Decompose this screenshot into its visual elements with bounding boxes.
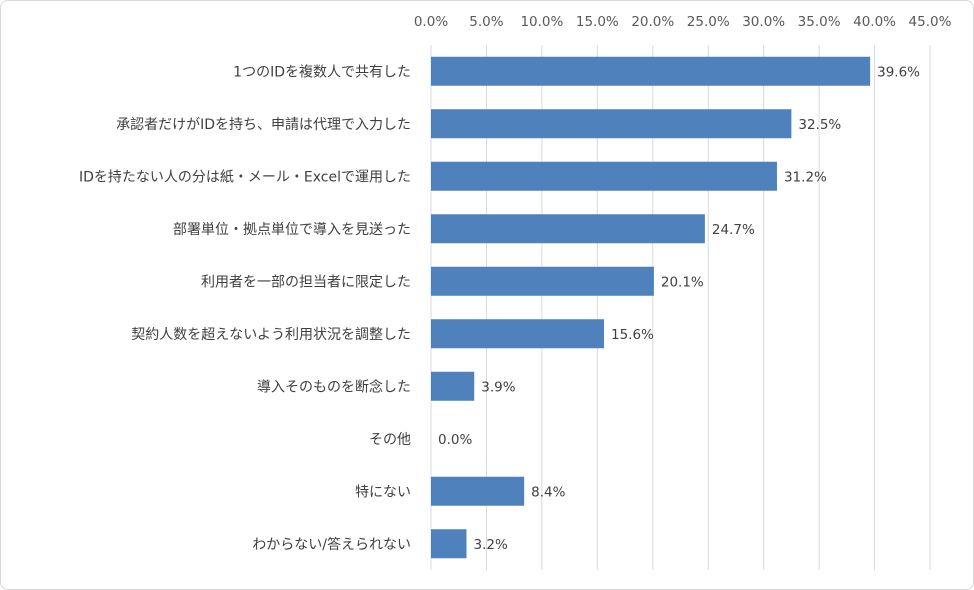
data-label: 3.2% (473, 537, 507, 553)
category-label: 利用者を一部の担当者に限定した (201, 274, 411, 290)
category-label: 導入そのものを断念した (257, 378, 411, 395)
bar (431, 476, 525, 506)
bar (431, 266, 654, 296)
x-tick-label: 30.0% (742, 14, 785, 30)
bar (431, 161, 777, 191)
data-label: 0.0% (438, 432, 472, 448)
data-label: 39.6% (877, 64, 920, 80)
x-tick-label: 25.0% (687, 14, 730, 30)
data-label: 32.5% (798, 117, 841, 133)
data-label: 24.7% (712, 222, 755, 238)
x-tick-label: 40.0% (853, 14, 896, 30)
x-tick-label: 10.0% (520, 14, 563, 30)
x-axis-tick-labels: 0.0% 5.0% 10.0% 15.0% 20.0% 25.0% 30.0% 35.0% 40… (414, 14, 952, 30)
category-label: 部署単位・拠点単位で導入を見送った (173, 222, 411, 238)
bar (431, 371, 475, 401)
category-label: 承認者だけがIDを持ち、申請は代理で入力した (116, 117, 411, 133)
category-label: IDを持たない人の分は紙・メール・Excelで運用した (79, 169, 411, 185)
bars (431, 56, 871, 559)
category-label: その他 (369, 432, 411, 448)
bar (431, 56, 871, 86)
data-labels: 39.6% 32.5% 31.2% 24.7% 20.1% 15.6% 3.9% 0.0% 8.… (438, 64, 920, 553)
category-label: 1つのIDを複数人で共有した (233, 63, 411, 80)
data-label: 15.6% (611, 327, 654, 343)
bar (431, 319, 604, 349)
data-label: 3.9% (481, 379, 515, 395)
x-tick-label: 15.0% (576, 14, 619, 30)
data-label: 31.2% (784, 169, 827, 185)
x-tick-label: 5.0% (469, 14, 503, 30)
bar (431, 109, 792, 139)
x-tick-label: 45.0% (909, 14, 952, 30)
data-label: 8.4% (531, 484, 565, 500)
bar (431, 529, 467, 559)
category-label: わからない/答えられない (252, 536, 411, 553)
x-tick-label: 0.0% (414, 14, 448, 30)
x-tick-label: 20.0% (631, 14, 674, 30)
category-label: 契約人数を超えないよう利用状況を調整した (131, 327, 411, 343)
bar (431, 214, 705, 244)
x-tick-label: 35.0% (798, 14, 841, 30)
data-label: 20.1% (661, 274, 704, 290)
category-label: 特にない (355, 484, 411, 500)
